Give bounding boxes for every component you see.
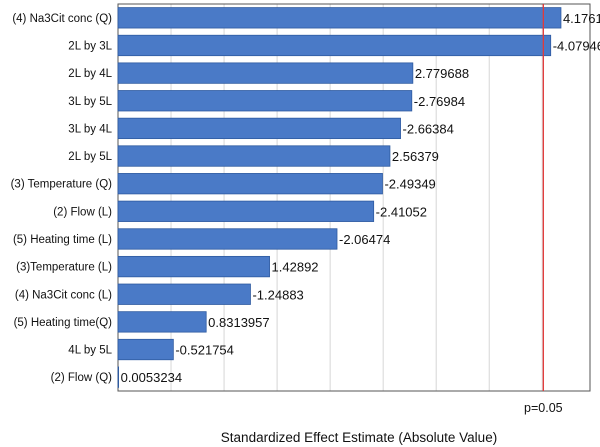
bar [117,255,270,278]
category-label: (3) Temperature (Q) [11,179,113,191]
plot-area-frame [117,3,591,392]
category-label: (3)Temperature (L) [16,262,112,274]
value-label: 0.0053234 [121,370,182,385]
grid-lines [170,4,543,391]
significance-label: p=0.05 [524,401,563,415]
bar [117,228,338,250]
bar [117,117,401,140]
category-label: (2) Flow (L) [53,206,112,218]
category-label: 3L by 4L [68,123,112,135]
value-label: 4.176176 [563,11,600,26]
category-label: 2L by 3L [68,40,112,52]
value-label: -2.66384 [403,121,454,136]
category-label: (4) Na3Cit conc (L) [15,289,112,301]
value-label: 2.779688 [415,66,469,81]
value-label: -2.76984 [414,94,465,109]
value-label: -1.24883 [252,287,303,302]
category-labels: (4) Na3Cit conc (Q) 2L by 3L 2L by 4L 3L by… [11,13,113,384]
bar [117,338,174,361]
category-label: 3L by 5L [68,96,112,108]
category-label: 2L by 4L [68,68,112,80]
category-label: (2) Flow (Q) [51,372,113,384]
bar [117,173,383,195]
bar [117,200,375,222]
value-label: -4.07946 [553,38,600,53]
bar [117,62,414,84]
bar [117,90,413,112]
category-label: (5) Heating time (L) [13,234,112,246]
category-label: (5) Heating time(Q) [14,317,113,329]
bar [117,311,207,333]
value-label: 0.8313957 [208,315,269,330]
x-axis-label: Standardized Effect Estimate (Absolute V… [221,430,497,445]
category-label: (4) Na3Cit conc (Q) [12,13,112,25]
value-label: 2.56379 [392,149,439,164]
bar [117,366,120,388]
bars [117,7,562,388]
value-label: -2.06474 [339,232,390,247]
bar [117,283,251,305]
value-label: -2.41052 [376,204,427,219]
value-label: 1.42892 [272,260,319,275]
bar [117,34,552,57]
category-label: 4L by 5L [68,345,112,357]
category-label: 2L by 5L [68,151,112,163]
value-labels: 4.176176 -4.07946 2.779688 -2.76984 -2.66384… [121,11,600,385]
value-label: -2.49349 [384,177,435,192]
bar [117,145,391,167]
bar [117,7,562,29]
value-label: -0.521754 [175,343,234,358]
